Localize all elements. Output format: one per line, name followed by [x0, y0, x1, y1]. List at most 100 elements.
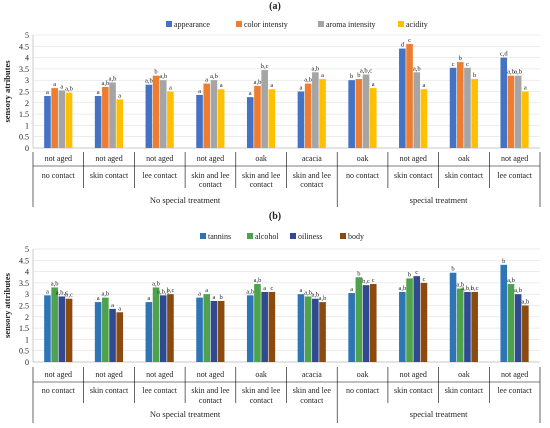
bar-data-label: a	[198, 88, 201, 95]
bar	[152, 287, 160, 362]
category-label-line1: not aged	[400, 154, 427, 163]
category-label-line1: not aged	[45, 370, 72, 379]
legend-label: oiliness	[298, 232, 322, 241]
bar	[399, 48, 406, 149]
bar	[319, 79, 326, 148]
y-tick-label: 0	[25, 358, 29, 367]
bar	[464, 67, 471, 148]
bar	[500, 264, 508, 362]
legend-swatch	[290, 233, 296, 239]
bar-data-label: a,b	[246, 288, 254, 295]
bar	[362, 74, 370, 148]
bar-data-label: d	[401, 42, 405, 49]
y-axis-label: sensory atributes	[2, 60, 12, 123]
category-label-line2: skin and lee	[191, 171, 230, 180]
bar	[116, 99, 124, 148]
bar-data-label: a,b	[514, 69, 522, 76]
bar	[449, 272, 457, 362]
bar	[355, 79, 363, 148]
bar	[51, 88, 58, 148]
category-label-line1: not aged	[197, 370, 224, 379]
bar-data-label: a,b	[413, 65, 421, 72]
bar	[58, 90, 66, 148]
bar	[369, 284, 377, 362]
y-tick-label: 2.5	[19, 302, 29, 311]
bar	[145, 84, 153, 148]
legend-swatch	[340, 233, 346, 239]
panel-label: (a)	[269, 1, 281, 12]
bar	[449, 67, 457, 148]
y-tick-label: 4.5	[19, 42, 29, 51]
bar-data-label: a	[300, 85, 303, 92]
bar-data-label: b	[451, 266, 454, 273]
y-tick-label: 1	[25, 121, 29, 130]
bar	[304, 296, 312, 362]
bar-data-label: c	[372, 277, 375, 284]
bar	[196, 94, 203, 148]
bar	[514, 75, 522, 148]
bar	[362, 285, 370, 362]
bar-data-label: b	[408, 271, 411, 278]
bar	[261, 70, 268, 148]
category-label-line2: skin contact	[90, 171, 129, 180]
y-tick-label: 2	[25, 313, 29, 322]
legend-swatch	[247, 233, 253, 239]
bar	[246, 97, 254, 148]
bar-data-label: a	[118, 305, 121, 312]
bar-data-label: a,b	[398, 285, 406, 292]
legend-label: aroma intensity	[326, 20, 376, 29]
bar-data-label: a,b	[109, 75, 117, 82]
bar-data-label: a	[423, 82, 426, 89]
bar-data-label: b	[220, 294, 223, 301]
category-label-line1: not aged	[197, 154, 224, 163]
bar-data-label: b	[502, 258, 505, 265]
category-label-line3: contact	[199, 396, 223, 405]
bar-data-label: c	[423, 276, 426, 283]
category-label-line2: skin contact	[394, 171, 433, 180]
legend-label: acidity	[406, 20, 428, 29]
bar-data-label: a,b	[507, 277, 515, 284]
bar-data-label: b,c	[261, 63, 269, 70]
bar-data-label: a	[147, 295, 150, 302]
panel-label: (b)	[269, 211, 281, 222]
category-label-line1: acacia	[302, 370, 322, 379]
bar	[44, 295, 51, 362]
bar	[522, 91, 529, 148]
y-tick-label: 1.5	[19, 110, 29, 119]
bar-data-label: a,b	[51, 280, 59, 287]
bar	[507, 75, 515, 148]
category-label-line3: contact	[300, 180, 324, 189]
bar-data-label: a	[249, 90, 252, 97]
category-label-line2: lee contact	[497, 171, 532, 180]
bar-data-label: a	[524, 85, 527, 92]
bar	[348, 80, 355, 148]
bar-data-label: a	[111, 302, 114, 309]
bar-data-label: a,b	[101, 80, 109, 87]
bar	[109, 82, 116, 148]
bar	[58, 296, 66, 362]
bar-data-label: a,b	[254, 277, 262, 284]
legend-swatch	[318, 21, 324, 27]
bar	[514, 294, 522, 362]
category-label-line1: acacia	[302, 154, 322, 163]
bar	[500, 57, 508, 148]
bar-data-label: a,b	[456, 282, 464, 289]
bar-data-label: a	[300, 287, 303, 294]
bar-data-label: b	[154, 69, 157, 76]
category-label-line1: not aged	[501, 154, 528, 163]
chart-panel-a: (a) appearance color intensty aroma intensi…	[2, 1, 541, 207]
category-label-line3: contact	[250, 180, 274, 189]
y-tick-label: 5	[25, 31, 29, 40]
legend-label: color intensty	[244, 20, 288, 29]
bar	[471, 291, 478, 362]
bar	[420, 282, 428, 362]
category-label-line2: skin and lee	[242, 171, 281, 180]
bar-data-label: a,b,c	[360, 68, 372, 75]
category-label-line2: skin contact	[445, 386, 484, 395]
bar-data-label: b,c	[362, 278, 370, 285]
group-label: No special treatment	[150, 195, 221, 205]
bar-data-label: a,b	[319, 295, 327, 302]
bar-data-label: a,b,c	[461, 285, 473, 292]
bar-data-label: a,b	[311, 292, 319, 299]
bar-data-label: a	[118, 92, 121, 99]
